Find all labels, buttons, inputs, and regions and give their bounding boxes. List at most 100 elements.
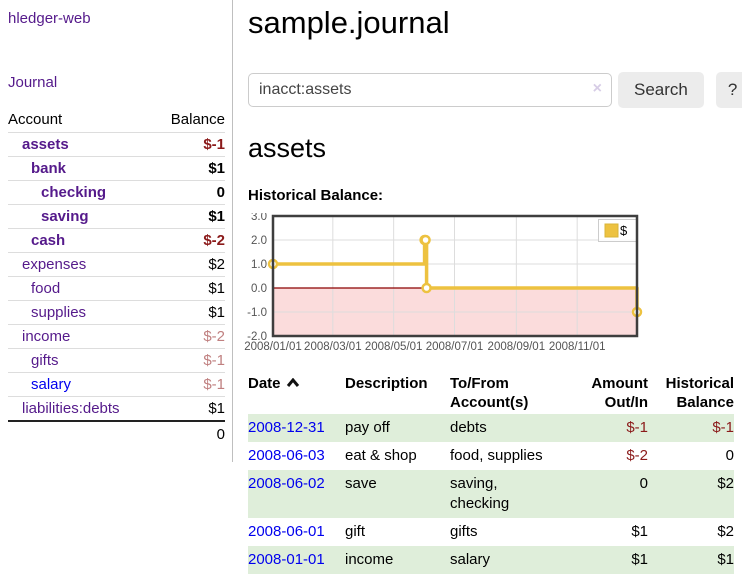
sidebar: hledger-web Journal Account Balance asse…: [0, 0, 233, 462]
sidebar-item-journal[interactable]: Journal: [8, 74, 232, 91]
account-link-saving[interactable]: saving: [8, 205, 89, 228]
account-balance: $2: [208, 253, 225, 276]
account-balance: $-2: [203, 325, 225, 348]
accounts-total-value: 0: [217, 422, 225, 447]
transaction-amount: $-2: [568, 442, 648, 470]
transaction-accounts: gifts: [450, 522, 478, 542]
account-balance: $-1: [203, 133, 225, 156]
account-balance: $1: [208, 205, 225, 228]
account-link-income[interactable]: income: [8, 325, 70, 348]
transaction-date-link[interactable]: 2008-12-31: [248, 419, 325, 436]
account-link-gifts[interactable]: gifts: [8, 349, 59, 372]
svg-text:2.0: 2.0: [251, 235, 267, 247]
register-header-date-label: Date: [248, 375, 281, 392]
svg-text:2008/05/01: 2008/05/01: [365, 341, 423, 353]
account-balance: $-1: [203, 349, 225, 372]
search-help-button[interactable]: ?: [716, 72, 742, 108]
account-link-supplies[interactable]: supplies: [8, 301, 86, 324]
transaction-date-link[interactable]: 2008-06-01: [248, 523, 325, 540]
chart-title: Historical Balance:: [248, 187, 742, 204]
transaction-balance: 0: [648, 442, 734, 470]
account-balance: $1: [208, 301, 225, 324]
account-link-assets[interactable]: assets: [8, 133, 69, 156]
transaction-balance: $1: [648, 546, 734, 574]
svg-text:2008/01/01: 2008/01/01: [244, 341, 302, 353]
account-link-liabilities-debts[interactable]: liabilities:debts: [8, 397, 120, 420]
account-row-supplies: supplies $1: [8, 300, 225, 324]
svg-text:-1.0: -1.0: [247, 307, 267, 319]
svg-text:2008/11/01: 2008/11/01: [549, 341, 606, 353]
svg-text:3.0: 3.0: [251, 213, 267, 223]
transaction-date-link[interactable]: 2008-01-01: [248, 551, 325, 568]
account-heading: assets: [248, 133, 742, 164]
transaction-amount: $1: [568, 518, 648, 546]
account-balance: $-2: [203, 229, 225, 252]
svg-text:2008/09/01: 2008/09/01: [488, 341, 546, 353]
account-link-food[interactable]: food: [8, 277, 60, 300]
clear-search-icon[interactable]: ×: [593, 80, 602, 98]
svg-text:2008/03/01: 2008/03/01: [304, 341, 362, 353]
account-row-cash: cash $-2: [8, 228, 225, 252]
transaction-accounts: food, supplies: [450, 446, 543, 466]
transaction-accounts: saving, checking: [450, 474, 550, 514]
transaction-date-link[interactable]: 2008-06-02: [248, 475, 325, 492]
register-header-amount: Amount Out/In: [568, 372, 648, 414]
register-row: 2008-06-03 eat & shop food, supplies $-2…: [248, 442, 734, 470]
register-row: 2008-06-01 gift gifts $1 $2: [248, 518, 734, 546]
register-header-date[interactable]: Date: [248, 372, 345, 414]
transaction-description: save: [345, 470, 450, 518]
search-form: × Search ?: [248, 72, 742, 108]
account-row-checking: checking 0: [8, 180, 225, 204]
account-balance: $1: [208, 397, 225, 420]
sort-ascending-icon: [286, 378, 300, 387]
account-row-assets: assets $-1: [8, 132, 225, 156]
main-content: sample.journal × Search ? assets Histori…: [240, 0, 742, 574]
balance-chart: $3.02.01.00.0-1.0-2.02008/01/012008/03/0…: [240, 213, 740, 358]
account-row-expenses: expenses $2: [8, 252, 225, 276]
transaction-accounts: debts: [450, 418, 487, 438]
register-header-balance: Historical Balance: [648, 372, 734, 414]
svg-text:1.0: 1.0: [251, 259, 267, 271]
register-row: 2008-06-02 save saving, checking 0 $2: [248, 470, 734, 518]
search-button[interactable]: Search: [618, 72, 704, 108]
app-brand-link[interactable]: hledger-web: [8, 10, 232, 27]
transaction-balance: $2: [648, 518, 734, 546]
transaction-description: income: [345, 546, 450, 574]
account-balance: 0: [217, 181, 225, 204]
account-link-bank[interactable]: bank: [8, 157, 66, 180]
account-row-bank: bank $1: [8, 156, 225, 180]
account-balance: $1: [208, 157, 225, 180]
account-row-gifts: gifts $-1: [8, 348, 225, 372]
register-header-accounts: To/From Account(s): [450, 372, 568, 414]
svg-text:0.0: 0.0: [251, 283, 267, 295]
transaction-balance: $-1: [648, 414, 734, 442]
accounts-table: Account Balance assets $-1 bank $1 check…: [8, 108, 225, 447]
svg-text:$: $: [620, 223, 628, 238]
search-input[interactable]: [248, 73, 612, 107]
register-row: 2008-01-01 income salary $1 $1: [248, 546, 734, 574]
account-link-cash[interactable]: cash: [8, 229, 65, 252]
transaction-description: pay off: [345, 414, 450, 442]
account-link-salary[interactable]: salary: [8, 373, 71, 396]
account-link-checking[interactable]: checking: [8, 181, 106, 204]
search-box: ×: [248, 73, 612, 107]
transaction-amount: $1: [568, 546, 648, 574]
account-row-income: income $-2: [8, 324, 225, 348]
accounts-header-balance: Balance: [171, 108, 225, 132]
transaction-amount: 0: [568, 470, 648, 518]
transaction-date-link[interactable]: 2008-06-03: [248, 447, 325, 464]
account-link-expenses[interactable]: expenses: [8, 253, 86, 276]
svg-text:2008/07/01: 2008/07/01: [426, 341, 484, 353]
register-header-row: Date Description To/From Account(s) Amou…: [248, 372, 734, 414]
transaction-description: gift: [345, 518, 450, 546]
page-title: sample.journal: [248, 5, 742, 41]
register-header-description: Description: [345, 372, 450, 414]
accounts-table-header: Account Balance: [8, 108, 225, 132]
transaction-description: eat & shop: [345, 442, 450, 470]
transaction-balance: $2: [648, 470, 734, 518]
account-row-salary: salary $-1: [8, 372, 225, 396]
register-row: 2008-12-31 pay off debts $-1 $-1: [248, 414, 734, 442]
accounts-header-account: Account: [8, 108, 62, 132]
account-row-liabilities-debts: liabilities:debts $1: [8, 396, 225, 420]
account-balance: $1: [208, 277, 225, 300]
